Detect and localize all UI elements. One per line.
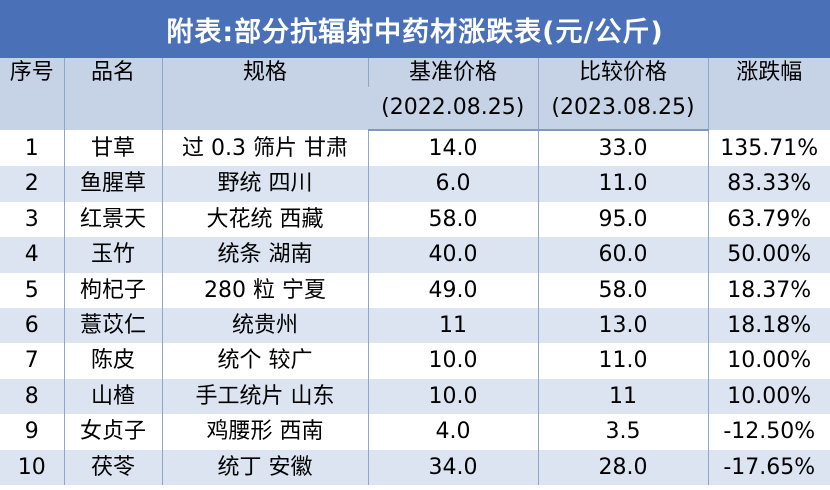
cell-seq: 4 — [0, 237, 64, 273]
cell-change: 18.37% — [707, 272, 830, 309]
cell-compare-price: 28.0 — [537, 449, 708, 486]
cell-base-price: 4.0 — [367, 414, 538, 450]
cell-spec: 野统 四川 — [161, 166, 368, 202]
cell-seq: 2 — [0, 166, 64, 202]
cell-compare-price: 11.0 — [537, 166, 708, 202]
cell-base-price: 10.0 — [367, 343, 538, 379]
cell-seq: 5 — [0, 272, 64, 309]
cell-change: -17.65% — [707, 449, 830, 486]
cell-spec: 鸡腰形 西南 — [161, 414, 368, 450]
table-row: 2 鱼腥草 野统 四川 6.0 11.0 83.33% — [0, 166, 830, 202]
header-base-price: 基准价格 — [367, 58, 538, 87]
header-name: 品名 — [63, 58, 162, 130]
cell-compare-price: 13.0 — [537, 308, 708, 344]
cell-spec: 统个 较广 — [161, 343, 368, 379]
header-row: 序号 品名 规格 基准价格 比较价格 涨跌幅 — [0, 58, 830, 130]
cell-name: 女贞子 — [63, 414, 162, 450]
cell-seq: 6 — [0, 308, 64, 344]
cell-name: 鱼腥草 — [63, 166, 162, 202]
cell-name: 甘草 — [63, 130, 162, 167]
header-spec: 规格 — [161, 58, 368, 130]
cell-change: 83.33% — [707, 166, 830, 202]
cell-change: -12.50% — [707, 414, 830, 450]
table-row: 10 茯苓 统丁 安徽 34.0 28.0 -17.65% — [0, 449, 830, 486]
cell-spec: 过 0.3 筛片 甘肃 — [161, 130, 368, 167]
cell-name: 山楂 — [63, 378, 162, 415]
cell-change: 18.18% — [707, 308, 830, 344]
cell-compare-price: 3.5 — [537, 414, 708, 450]
cell-name: 枸杞子 — [63, 272, 162, 309]
cell-base-price: 49.0 — [367, 272, 538, 309]
cell-spec: 280 粒 宁夏 — [161, 272, 368, 309]
cell-spec: 统贵州 — [161, 308, 368, 344]
cell-spec: 大花统 西藏 — [161, 201, 368, 238]
table-title: 附表:部分抗辐射中药材涨跌表(元/公斤) — [0, 0, 830, 58]
cell-base-price: 11 — [367, 308, 538, 344]
cell-compare-price: 58.0 — [537, 272, 708, 309]
cell-base-price: 34.0 — [367, 449, 538, 486]
cell-name: 薏苡仁 — [63, 308, 162, 344]
price-change-table: 序号 品名 规格 基准价格 比较价格 涨跌幅 (2022.08.25) (202… — [0, 58, 830, 486]
cell-seq: 9 — [0, 414, 64, 450]
table-row: 9 女贞子 鸡腰形 西南 4.0 3.5 -12.50% — [0, 414, 830, 450]
cell-base-price: 14.0 — [367, 130, 538, 167]
cell-spec: 统丁 安徽 — [161, 449, 368, 486]
cell-base-price: 40.0 — [367, 237, 538, 273]
cell-compare-price: 33.0 — [537, 130, 708, 167]
cell-seq: 8 — [0, 378, 64, 415]
cell-name: 茯苓 — [63, 449, 162, 486]
table-row: 6 薏苡仁 统贵州 11 13.0 18.18% — [0, 308, 830, 344]
table-row: 1 甘草过 0.3 筛片 甘肃 14.0 33.0 135.71% — [0, 130, 830, 167]
header-base-date: (2022.08.25) — [368, 87, 538, 131]
cell-seq: 3 — [0, 201, 64, 238]
header-change: 涨跌幅 — [707, 58, 830, 130]
table-row: 5 枸杞子 280 粒 宁夏 49.0 58.0 18.37% — [0, 272, 830, 309]
cell-change: 50.00% — [707, 237, 830, 273]
cell-spec: 统条 湖南 — [161, 237, 368, 273]
cell-seq: 10 — [0, 449, 64, 486]
table-row: 4 玉竹 统条 湖南 40.0 60.0 50.00% — [0, 237, 830, 273]
cell-compare-price: 11.0 — [537, 343, 708, 379]
cell-change: 135.71% — [707, 130, 830, 167]
cell-compare-price: 95.0 — [537, 201, 708, 238]
header-seq: 序号 — [0, 58, 64, 130]
cell-change: 10.00% — [707, 378, 830, 415]
header-compare-date: (2023.08.25) — [537, 87, 708, 131]
header-compare-price: 比较价格 — [537, 58, 708, 87]
cell-base-price: 58.0 — [367, 201, 538, 238]
cell-name: 陈皮 — [63, 343, 162, 379]
cell-compare-price: 11 — [537, 378, 708, 415]
header-row-dates: (2022.08.25) (2023.08.25) — [0, 87, 830, 131]
cell-base-price: 10.0 — [367, 378, 538, 415]
cell-change: 10.00% — [707, 343, 830, 379]
cell-seq: 1 — [0, 130, 64, 167]
cell-compare-price: 60.0 — [537, 237, 708, 273]
cell-base-price: 6.0 — [367, 166, 538, 202]
table-row: 8 山楂 手工统片 山东 10.0 11 10.00% — [0, 378, 830, 415]
table-row: 7 陈皮 统个 较广 10.0 11.0 10.00% — [0, 343, 830, 379]
cell-name: 玉竹 — [63, 237, 162, 273]
cell-change: 63.79% — [707, 201, 830, 238]
table-row: 3 红景天 大花统 西藏 58.0 95.0 63.79% — [0, 201, 830, 238]
cell-name: 红景天 — [63, 201, 162, 238]
cell-spec: 手工统片 山东 — [161, 378, 368, 415]
cell-seq: 7 — [0, 343, 64, 379]
